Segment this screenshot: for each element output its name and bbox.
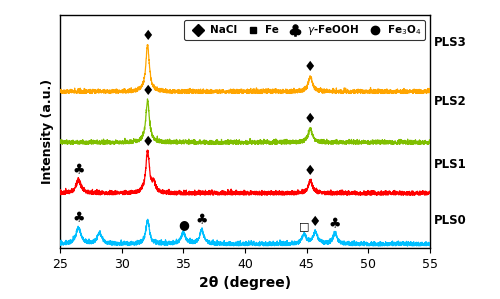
Text: ♣: ♣	[329, 217, 342, 231]
Text: ♦: ♦	[304, 164, 316, 178]
Legend: NaCl, Fe, $\gamma$-FeOOH, Fe$_3$O$_4$: NaCl, Fe, $\gamma$-FeOOH, Fe$_3$O$_4$	[184, 20, 425, 40]
Y-axis label: Intensity (a.u.): Intensity (a.u.)	[42, 79, 54, 184]
Text: PLS1: PLS1	[434, 158, 466, 171]
Text: ♦: ♦	[309, 215, 322, 229]
Text: PLS3: PLS3	[434, 36, 466, 49]
X-axis label: 2θ (degree): 2θ (degree)	[199, 277, 291, 290]
Text: ♦: ♦	[142, 29, 154, 43]
Text: ♣: ♣	[72, 164, 85, 178]
Text: ♦: ♦	[304, 60, 316, 74]
Text: ♦: ♦	[142, 84, 154, 98]
Text: ●: ●	[178, 218, 189, 231]
Text: PLS2: PLS2	[434, 95, 466, 108]
Text: ♣: ♣	[196, 213, 208, 227]
Text: □: □	[299, 222, 310, 231]
Text: ♣: ♣	[72, 211, 85, 225]
Text: PLS0: PLS0	[434, 214, 466, 227]
Text: ♦: ♦	[142, 135, 154, 149]
Text: ♦: ♦	[304, 112, 316, 126]
